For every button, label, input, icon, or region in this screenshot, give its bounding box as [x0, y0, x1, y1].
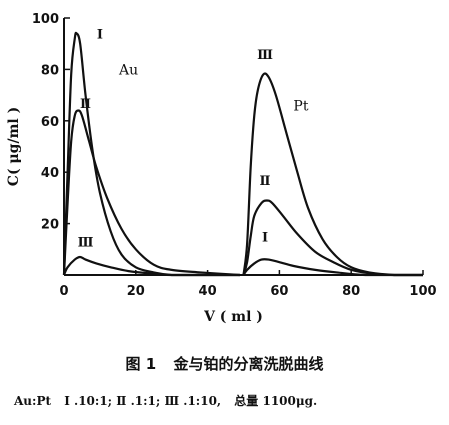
y-tick-label: 40 [41, 166, 59, 181]
curve-label-pt-4: Ⅲ [257, 48, 273, 63]
figure-title: 金与铂的分离洗脱曲线 [173, 355, 324, 373]
curve-label-au-2: Ⅱ [80, 97, 91, 112]
y-axis-title: C( μg/ml ) [6, 107, 22, 186]
metal-label-pt: Pt [293, 99, 308, 115]
curve-pt-6 [242, 258, 423, 277]
curves [62, 31, 423, 277]
curve-pt-5 [242, 199, 423, 277]
axes [63, 18, 423, 276]
curve-label-au-1: Ⅰ [97, 28, 103, 43]
x-tick-label: 80 [342, 284, 360, 299]
y-tick-label: 80 [41, 63, 59, 78]
x-axis-title: V ( ml ) [203, 309, 263, 325]
y-tick-label: 60 [41, 115, 59, 130]
x-tick-label: 60 [270, 284, 288, 299]
figure-caption: 图 1 金与铂的分离洗脱曲线 [0, 353, 449, 374]
curve-pt-4 [242, 72, 423, 277]
curve-label-au-3: Ⅲ [78, 236, 94, 251]
curve-au-2 [62, 109, 240, 277]
chart-labels: 0 20 40 60 80 100 20 40 60 80 100 V ( ml ) C( μg/ml … [6, 12, 437, 325]
y-tick-label: 20 [41, 218, 59, 233]
figure-number: 图 1 [125, 355, 157, 373]
x-tick-label: 100 [409, 284, 436, 299]
note-prefix: Au:Pt [14, 394, 52, 408]
x-tick-label: 20 [127, 284, 145, 299]
tick-marks [63, 17, 424, 275]
elution-chart: 0 20 40 60 80 100 20 40 60 80 100 V ( ml ) C( μg/ml … [6, 12, 437, 325]
metal-label-au: Au [118, 63, 138, 79]
curve-label-pt-6: Ⅰ [262, 231, 268, 246]
curve-au-3 [62, 255, 240, 277]
curve-label-pt-5: Ⅱ [260, 174, 271, 189]
y-tick-label: 100 [32, 12, 59, 27]
note-ratios: Ⅰ .10:1; Ⅱ .1:1; Ⅲ .1:10, [64, 394, 222, 408]
x-tick-label: 0 [59, 284, 68, 299]
figure-note: Au:Pt Ⅰ .10:1; Ⅱ .1:1; Ⅲ .1:10, 总量 1100μ… [14, 392, 444, 409]
x-tick-label: 40 [199, 284, 217, 299]
note-total: 总量 1100μg. [234, 394, 318, 408]
